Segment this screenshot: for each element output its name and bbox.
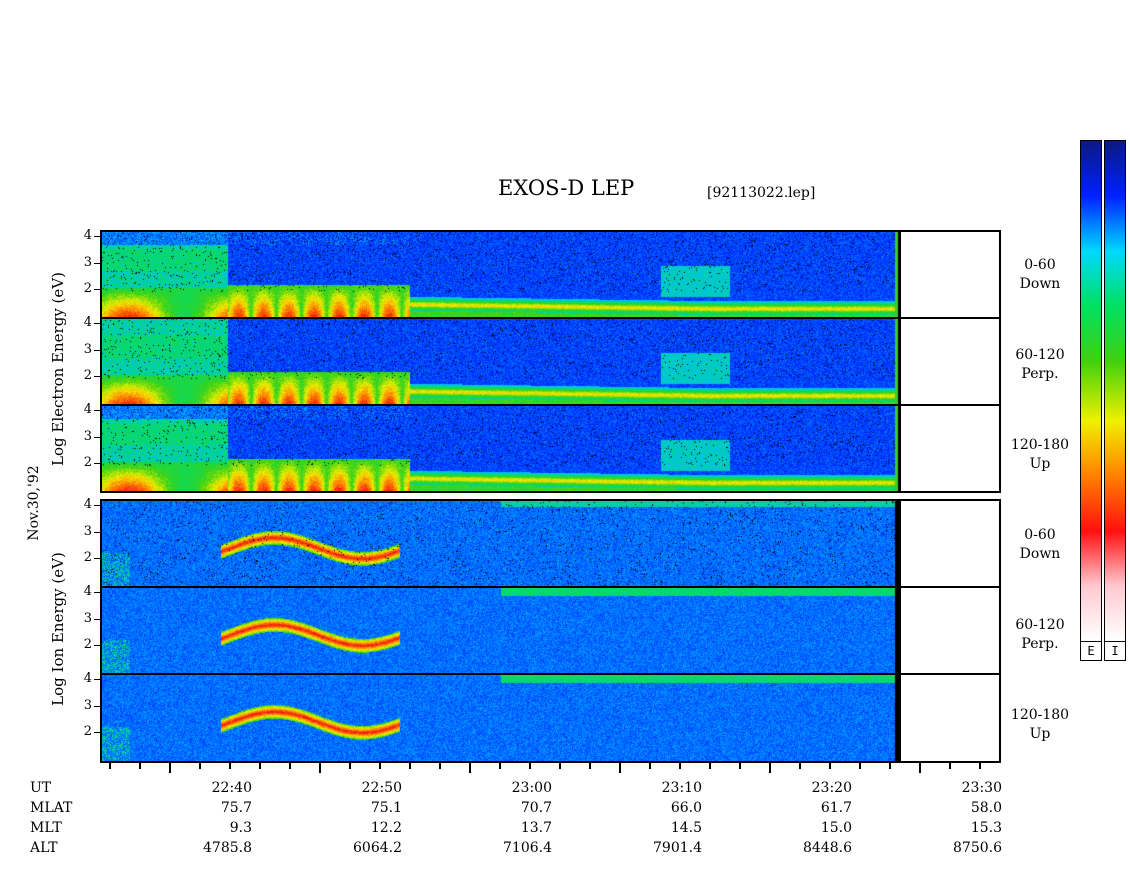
y-tick-label: 2 (83, 368, 92, 384)
y-tick-label: 4 (83, 402, 92, 417)
y-tick-label: 4 (83, 497, 92, 512)
spectrogram-ion-down (100, 500, 901, 587)
x-value-ut: 23:30 (961, 780, 1002, 796)
y-tick-label: 4 (83, 671, 92, 686)
x-value-mlt: 13.7 (520, 820, 552, 836)
x-value-alt: 7901.4 (653, 840, 702, 856)
file-name: [92113022.lep] (707, 185, 816, 201)
y-tick-label: 3 (83, 610, 92, 626)
panel-separator (100, 317, 1001, 319)
colorbar-label-electron: E (1080, 641, 1102, 661)
y-tick-label: 3 (83, 523, 92, 539)
electron-frame (100, 230, 1001, 493)
x-value-mlat: 58.0 (970, 800, 1002, 816)
y-tick-label: 4 (83, 315, 92, 330)
x-value-ut: 23:20 (811, 780, 852, 796)
x-value-mlt: 15.0 (820, 820, 852, 836)
x-value-mlat: 61.7 (820, 800, 852, 816)
y-tick-mark (94, 463, 100, 465)
y-tick-mark (94, 262, 100, 264)
panel-separator (100, 586, 1001, 588)
x-value-ut: 22:40 (211, 780, 252, 796)
panel-label-electron-perp: 60-120 Perp. (1015, 347, 1065, 382)
y-tick-label: 3 (83, 697, 92, 713)
x-value-ut: 23:00 (511, 780, 552, 796)
x-value-mlat: 66.0 (670, 800, 702, 816)
colorbar-label-ion: I (1104, 641, 1126, 661)
y-tick-label: 3 (83, 428, 92, 444)
spectrogram-ion-perp (100, 587, 901, 674)
y-tick-mark (94, 592, 100, 593)
x-value-alt: 6064.2 (353, 840, 402, 856)
chart-title: EXOS-D LEP (498, 176, 635, 200)
x-value-alt: 4785.8 (203, 840, 252, 856)
spectrogram-electron-up (100, 405, 901, 492)
x-value-mlt: 14.5 (670, 820, 702, 836)
y-tick-mark (94, 323, 100, 324)
y-tick-label: 3 (83, 254, 92, 270)
x-value-alt: 8750.6 (953, 840, 1002, 856)
panel-separator (100, 404, 1001, 406)
y-tick-mark (94, 410, 100, 411)
x-value-mlat: 70.7 (520, 800, 552, 816)
ion-axis-label: Log Ion Energy (eV) (49, 552, 67, 706)
ion-colorbar (1104, 140, 1126, 642)
y-tick-mark (94, 645, 100, 647)
y-tick-mark (94, 436, 100, 438)
x-value-mlt: 12.2 (370, 820, 402, 836)
y-tick-mark (94, 376, 100, 378)
row-name-mlat: MLAT (30, 800, 73, 816)
y-tick-label: 2 (83, 550, 92, 566)
electron-colorbar (1080, 140, 1102, 642)
x-value-alt: 8448.6 (803, 840, 852, 856)
y-tick-label: 2 (83, 455, 92, 471)
y-tick-mark (94, 558, 100, 560)
panel-label-ion-up: 120-180 Up (1010, 707, 1070, 742)
panel-label-ion-perp: 60-120 Perp. (1015, 617, 1065, 652)
y-tick-mark (94, 505, 100, 506)
y-tick-label: 2 (83, 637, 92, 653)
panel-label-electron-up: 120-180 Up (1010, 437, 1070, 472)
electron-axis-label: Log Electron Energy (eV) (49, 272, 67, 466)
panel-label-electron-down: 0-60 Down (1019, 257, 1061, 292)
y-tick-mark (94, 679, 100, 680)
y-tick-label: 2 (83, 281, 92, 297)
spectrogram-electron-down (100, 231, 901, 318)
ion-frame (100, 499, 1001, 763)
panel-label-ion-down: 0-60 Down (1019, 527, 1061, 562)
y-tick-mark (94, 732, 100, 734)
y-tick-mark (94, 618, 100, 620)
row-name-ut: UT (30, 780, 52, 796)
x-value-mlt: 9.3 (229, 820, 252, 836)
x-value-mlat: 75.1 (370, 800, 402, 816)
x-value-alt: 7106.4 (503, 840, 552, 856)
x-value-ut: 22:50 (361, 780, 402, 796)
date-label: Nov.30,'92 (26, 465, 42, 541)
y-tick-label: 4 (83, 228, 92, 243)
row-name-alt: ALT (30, 840, 58, 856)
spectrogram-electron-perp (100, 318, 901, 405)
x-value-mlat: 75.7 (220, 800, 252, 816)
y-tick-mark (94, 349, 100, 351)
y-tick-label: 4 (83, 584, 92, 599)
y-tick-mark (94, 531, 100, 533)
spectrogram-ion-up (100, 674, 901, 761)
row-name-mlt: MLT (30, 820, 62, 836)
x-axis (100, 761, 1001, 773)
panel-separator (100, 673, 1001, 675)
x-value-ut: 23:10 (661, 780, 702, 796)
y-tick-label: 2 (83, 724, 92, 740)
y-tick-mark (94, 289, 100, 291)
y-tick-mark (94, 236, 100, 237)
y-tick-mark (94, 705, 100, 707)
x-value-mlt: 15.3 (970, 820, 1002, 836)
y-tick-label: 3 (83, 341, 92, 357)
